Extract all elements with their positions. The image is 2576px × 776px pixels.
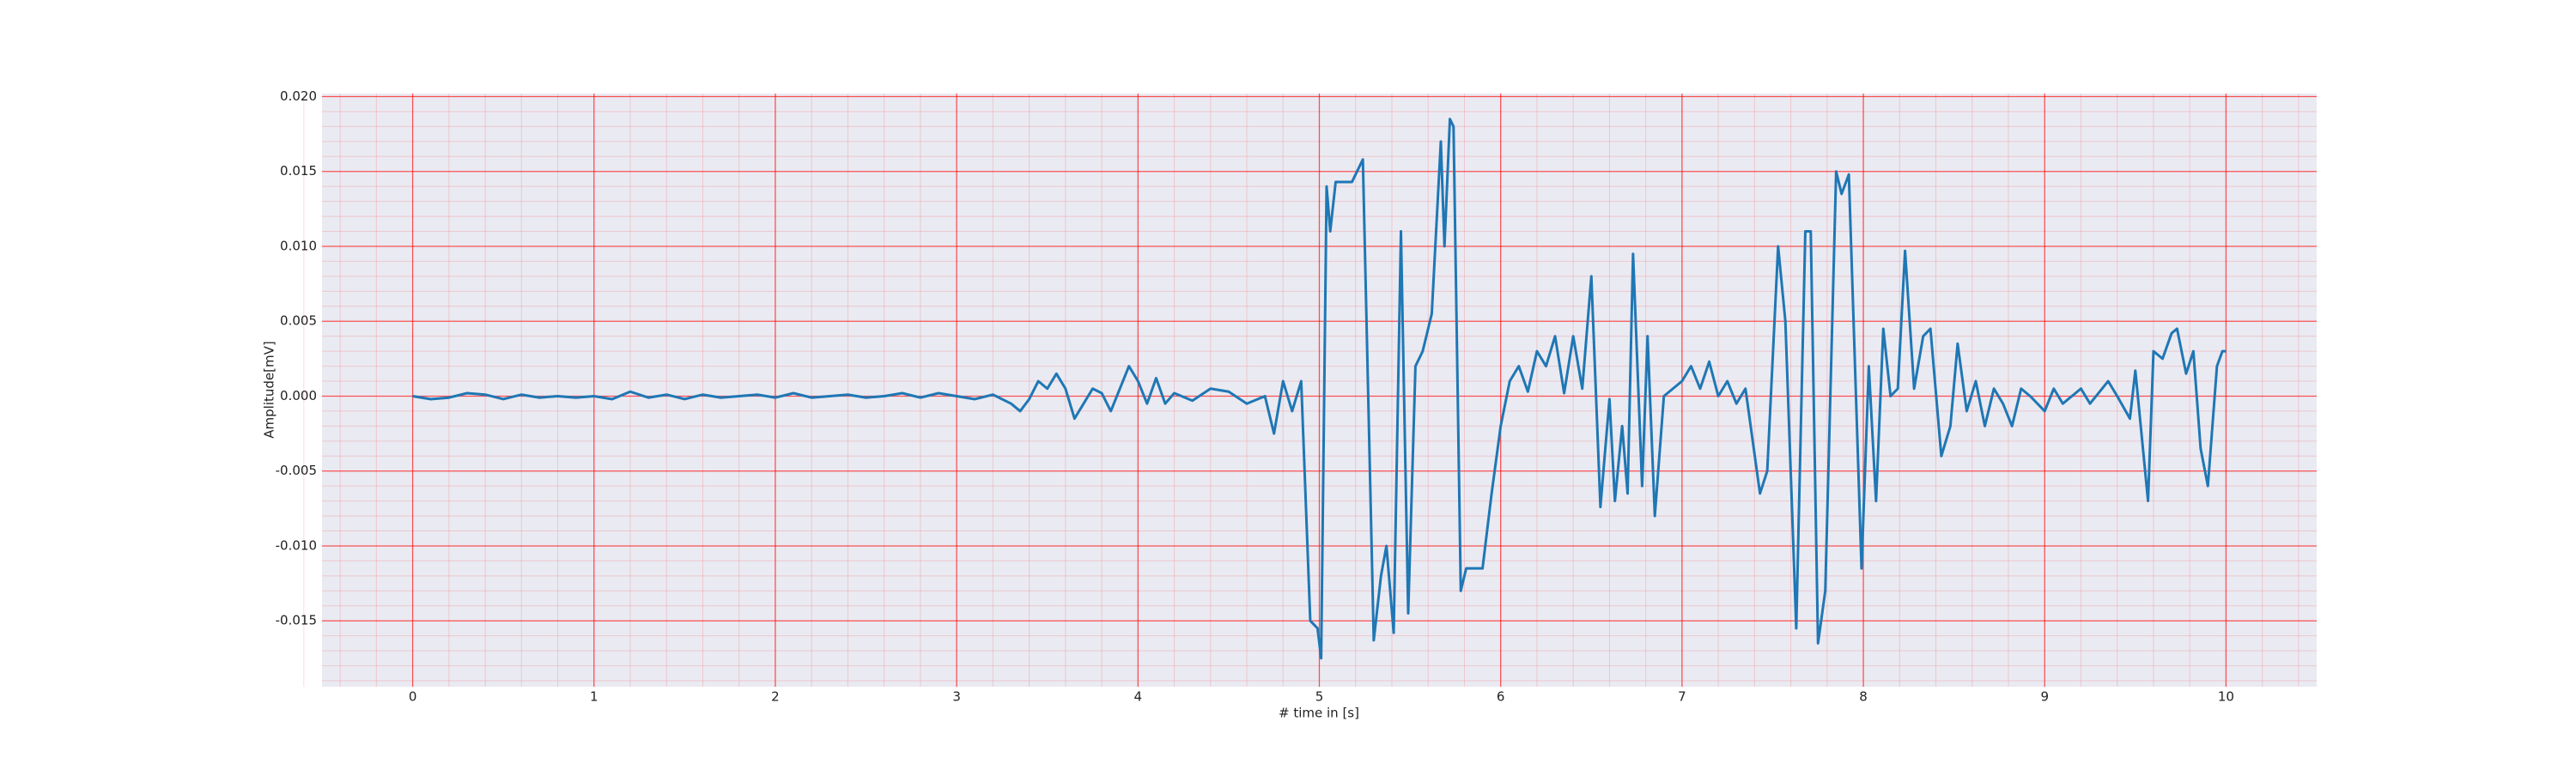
y-tick-label: 0.000 (280, 388, 317, 403)
x-tick-label: 10 (2218, 689, 2234, 705)
x-tick-label: 8 (1859, 689, 1868, 705)
y-tick-label: -0.015 (276, 613, 317, 628)
x-tick-label: 4 (1134, 689, 1143, 705)
x-tick-label: 2 (771, 689, 780, 705)
x-tick-label: 9 (2040, 689, 2049, 705)
y-tick-label: 0.010 (280, 238, 317, 253)
x-axis-label: # time in [s] (1279, 706, 1359, 721)
x-tick-label: 5 (1315, 689, 1324, 705)
y-tick-label: 0.005 (280, 313, 317, 329)
x-tick-label: 6 (1497, 689, 1505, 705)
x-tick-label: 7 (1678, 689, 1686, 705)
y-tick-label: 0.015 (280, 163, 317, 179)
y-tick-label: 0.020 (280, 88, 317, 104)
x-tick-label: 0 (409, 689, 417, 705)
y-tick-label: -0.005 (276, 463, 317, 478)
signal-line (412, 118, 2227, 660)
y-axis-label: Amplitude[mV] (262, 341, 277, 438)
x-tick-label: 3 (952, 689, 961, 705)
x-tick-label: 1 (590, 689, 598, 705)
y-tick-label: -0.010 (276, 537, 317, 553)
